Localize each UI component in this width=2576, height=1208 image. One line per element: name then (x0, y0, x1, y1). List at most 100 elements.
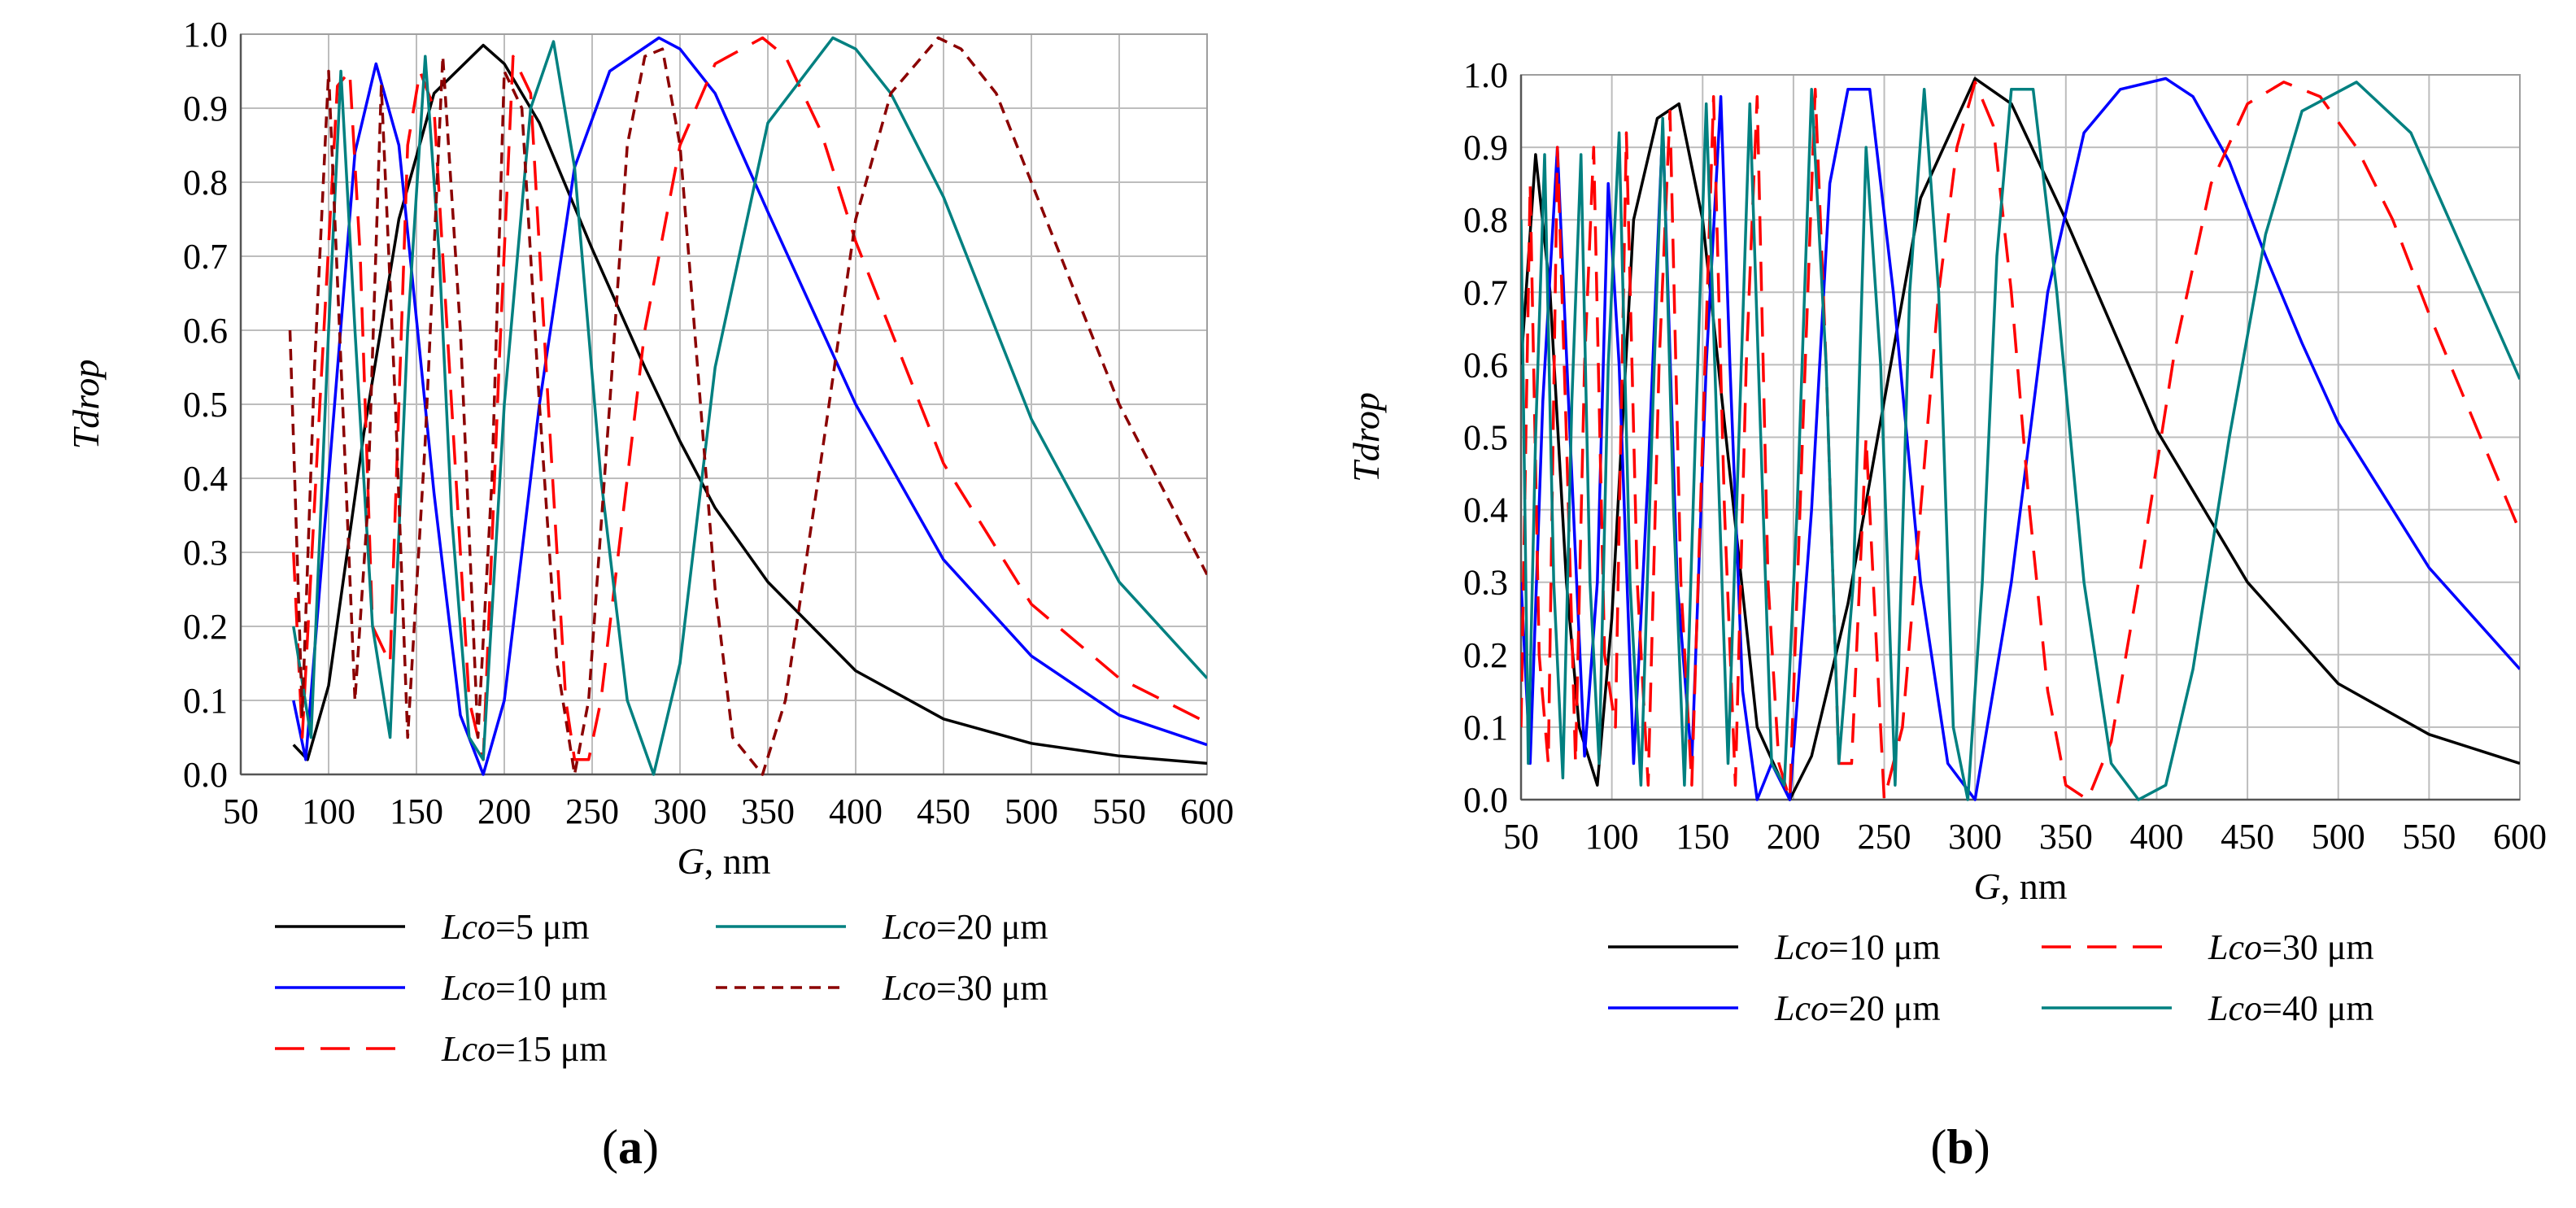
legend-entry-var: Lco (441, 968, 495, 1008)
legend-entry: Lco=5 μm (441, 907, 590, 947)
y-tick-label: 0.5 (183, 385, 228, 425)
y-tick-label: 1.0 (1463, 55, 1508, 95)
x-tick-label: 250 (1858, 817, 1911, 857)
series-line-4 (1521, 81, 2520, 801)
y-tick-label: 0.4 (183, 459, 228, 499)
x-axis-label: G, nm (677, 840, 770, 882)
y-tick-label: 0.6 (183, 311, 228, 351)
y-tick-label: 0.2 (1463, 635, 1508, 675)
y-tick-label: 0.3 (1463, 563, 1508, 603)
legend-entry: Lco=15 μm (441, 1029, 608, 1069)
legend-entry-value: =15 μm (495, 1029, 608, 1069)
series-line-1 (292, 43, 1207, 765)
x-tick-label: 400 (829, 792, 883, 831)
legend-entry-value: =10 μm (495, 968, 608, 1008)
y-tick-label: 0.9 (183, 89, 228, 129)
x-tick-label: 550 (1092, 792, 1146, 831)
y-axis-label: Tdrop (65, 360, 107, 450)
legend-entry: Lco=40 μm (2208, 988, 2374, 1028)
legend-entry: Lco=30 μm (2208, 927, 2374, 967)
y-tick-label: 0.7 (1463, 273, 1508, 312)
chart-b: 50 100 150 200 250 300 350 400 450 500 550 600 0.0 0.… (1345, 55, 2547, 1174)
x-tick-label: 100 (302, 792, 355, 831)
legend-entry-value: =30 μm (2262, 927, 2374, 967)
legend-entry-var: Lco (1774, 988, 1828, 1028)
chart-a: 50 100 150 200 250 300 350 400 450 500 550 600 0.0 0.… (65, 15, 1234, 1174)
x-tick-label: 600 (1180, 792, 1234, 831)
x-tick-label: 100 (1585, 817, 1639, 857)
x-tick-label: 300 (1948, 817, 2002, 857)
legend-entry: Lco=20 μm (882, 907, 1048, 947)
x-tick-label: 300 (653, 792, 707, 831)
x-tick-label: 600 (2493, 817, 2547, 857)
series-line-4 (292, 36, 1207, 776)
y-tick-label: 1.0 (183, 15, 228, 55)
y-tick-label: 0.5 (1463, 418, 1508, 458)
series-line-2 (1521, 76, 2520, 801)
legend-entry: Lco=10 μm (441, 968, 608, 1008)
panel-label-close: ) (643, 1120, 659, 1174)
y-tick-label: 0.2 (183, 607, 228, 647)
panel-label: (a) (602, 1120, 659, 1174)
legend-entry: Lco=10 μm (1774, 927, 1941, 967)
panel-label-letter: b (1946, 1120, 1973, 1174)
x-axis-label-var: G (1973, 866, 2000, 907)
y-tick-label: 0.8 (183, 163, 228, 203)
x-axis-label-unit: , nm (704, 840, 771, 882)
panel-label: (b) (1930, 1120, 1990, 1174)
series-line-2 (292, 36, 1207, 776)
legend-entry-var: Lco (882, 907, 936, 947)
legend-entry-var: Lco (1774, 927, 1828, 967)
y-tick-label: 0.9 (1463, 128, 1508, 168)
y-axis-label: Tdrop (1345, 392, 1387, 482)
legend-entry: Lco=20 μm (1774, 988, 1941, 1028)
x-tick-label: 450 (917, 792, 970, 831)
legend-entry-var: Lco (2208, 988, 2262, 1028)
x-tick-label: 350 (741, 792, 795, 831)
legend-entry-var: Lco (2208, 927, 2262, 967)
series-line-3 (1521, 81, 2520, 801)
y-tick-label: 0.1 (1463, 708, 1508, 748)
legend-entry-value: =20 μm (936, 907, 1048, 947)
x-tick-label: 200 (477, 792, 531, 831)
x-tick-label: 150 (1676, 817, 1729, 857)
x-tick-label: 450 (2221, 817, 2274, 857)
x-tick-label: 250 (565, 792, 619, 831)
legend-entry-value: =20 μm (1828, 988, 1941, 1028)
x-tick-label: 350 (2039, 817, 2093, 857)
y-tick-label: 0.6 (1463, 345, 1508, 385)
x-tick-label: 50 (1503, 817, 1539, 857)
panel-label-letter: a (618, 1120, 643, 1174)
x-tick-label: 150 (390, 792, 443, 831)
y-tick-label: 0.0 (183, 755, 228, 795)
x-tick-label: 50 (223, 792, 259, 831)
series-line-5 (288, 36, 1207, 776)
y-tick-label: 0.1 (183, 681, 228, 721)
x-tick-label: 500 (1005, 792, 1058, 831)
legend-entry-value: =5 μm (495, 907, 590, 947)
y-tick-label: 0.4 (1463, 491, 1508, 530)
legend-entry-value: =30 μm (936, 968, 1048, 1008)
legend-entry-var: Lco (882, 968, 936, 1008)
legend-entry-value: =10 μm (1828, 927, 1941, 967)
legend-entry-value: =40 μm (2262, 988, 2374, 1028)
x-tick-label: 500 (2312, 817, 2365, 857)
series-line-1 (1521, 76, 2520, 801)
legend-entry-var: Lco (441, 907, 495, 947)
y-tick-label: 0.8 (1463, 200, 1508, 240)
panel-label-open: ( (602, 1120, 618, 1174)
panel-label-open: ( (1930, 1120, 1946, 1174)
y-tick-label: 0.7 (183, 237, 228, 277)
x-tick-label: 550 (2402, 817, 2456, 857)
x-tick-label: 400 (2129, 817, 2183, 857)
legend-entry: Lco=30 μm (882, 968, 1048, 1008)
legend-entry-var: Lco (441, 1029, 495, 1069)
x-tick-label: 200 (1767, 817, 1820, 857)
y-tick-label: 0.0 (1463, 780, 1508, 820)
panel-label-close: ) (1974, 1120, 1990, 1174)
y-tick-label: 0.3 (183, 533, 228, 573)
x-axis-label-var: G (677, 840, 704, 882)
x-axis-label-unit: , nm (2001, 866, 2068, 907)
x-axis-label: G, nm (1973, 866, 2067, 907)
